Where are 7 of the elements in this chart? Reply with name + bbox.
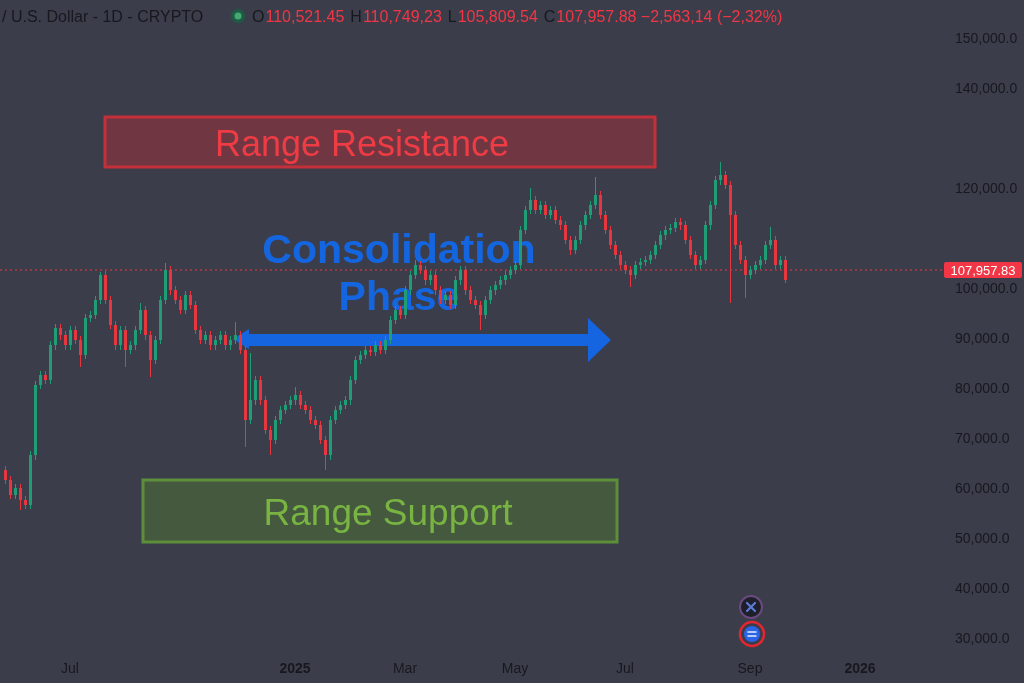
- text: 107,957.88 −2,563,14 (−2,32%): [556, 7, 783, 25]
- text: 105,809.54: [457, 7, 538, 25]
- text: 110,749,23: [362, 7, 442, 25]
- annotation: Range Support: [263, 491, 514, 533]
- annotation: Range Resistance: [214, 122, 510, 164]
- text: 110,521.45: [265, 7, 345, 25]
- text: 107,957.83: [950, 262, 1016, 278]
